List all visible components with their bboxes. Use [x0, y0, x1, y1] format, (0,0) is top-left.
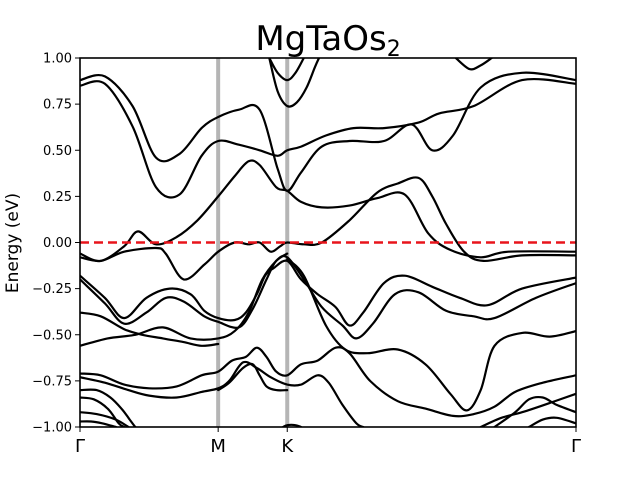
band-line-17: [80, 396, 126, 427]
plot-content: [80, 58, 576, 427]
band-line-1: [80, 77, 576, 199]
chart-title: MgTaOs2: [255, 19, 400, 62]
band-line-20: [493, 395, 576, 427]
chart-title-main: MgTaOs: [255, 19, 386, 59]
band-line-12: [80, 346, 576, 418]
kpoint-label-1: M: [210, 436, 226, 457]
band-line-18: [80, 420, 117, 427]
band-line-9: [80, 252, 289, 347]
band-line-8: [80, 254, 576, 340]
kpoint-label-2: K: [281, 436, 294, 457]
band-line-5: [80, 159, 576, 263]
y-tick-label-5: 0.25: [43, 190, 72, 205]
chart-title-subscript: 2: [387, 37, 401, 62]
kpoint-label-3: Γ: [571, 436, 581, 457]
band-line-19: [479, 392, 576, 427]
band-line-16: [80, 411, 130, 427]
band-line-10: [80, 311, 220, 347]
y-tick-label-2: −0.50: [32, 328, 72, 343]
band-line-22: [282, 423, 303, 427]
band-line-6: [80, 176, 576, 281]
band-line-3: [268, 58, 321, 108]
plot-area: −1.00 −0.75 −0.50 −0.25 0.00 0.25 0.50 0.75 1.00…: [32, 52, 581, 458]
band-line-4: [454, 58, 493, 71]
y-tick-label-0: −1.00: [32, 421, 72, 436]
band-line-14: [217, 362, 289, 392]
band-line-21: [527, 416, 576, 427]
y-tick-label-3: −0.25: [32, 282, 72, 297]
y-axis-label: Energy (eV): [3, 193, 23, 293]
y-tick-label-1: −0.75: [32, 374, 72, 389]
band-line-2: [268, 58, 305, 82]
y-tick-label-6: 0.50: [43, 144, 72, 159]
band-line-13: [80, 360, 365, 427]
kpoint-label-0: Γ: [75, 436, 85, 457]
y-tick-label-8: 1.00: [43, 52, 72, 67]
band-line-11: [286, 258, 576, 412]
band-line-7: [80, 259, 576, 327]
y-tick-label-4: 0.00: [43, 236, 72, 251]
band-line-15: [80, 388, 137, 427]
y-tick-label-7: 0.75: [43, 98, 72, 113]
